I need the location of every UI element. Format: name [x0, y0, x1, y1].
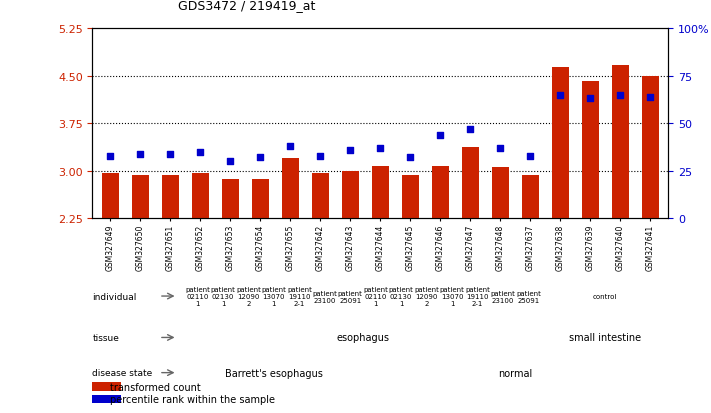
Point [255, 155, 266, 161]
Point [555, 92, 566, 99]
Text: disease state: disease state [92, 368, 153, 377]
Text: patient
02130
1: patient 02130 1 [210, 286, 235, 306]
Bar [252, 180, 269, 219]
Bar [192, 174, 208, 219]
Text: patient
13070
1: patient 13070 1 [262, 286, 287, 306]
Point [525, 153, 536, 159]
Bar [372, 166, 389, 219]
Text: patient
02130
1: patient 02130 1 [389, 286, 414, 306]
Bar [282, 159, 299, 219]
Text: patient
12090
2: patient 12090 2 [236, 286, 261, 306]
Point [614, 92, 626, 99]
Text: patient
19110
2-1: patient 19110 2-1 [287, 286, 312, 306]
Point [105, 153, 116, 159]
Text: individual: individual [92, 292, 137, 301]
Text: GDS3472 / 219419_at: GDS3472 / 219419_at [178, 0, 315, 12]
Text: patient
13070
1: patient 13070 1 [439, 286, 464, 306]
Text: patient
02110
1: patient 02110 1 [363, 286, 388, 306]
Bar [462, 148, 479, 219]
Point [584, 96, 596, 102]
Text: percentile rank within the sample: percentile rank within the sample [110, 394, 275, 404]
Bar [522, 176, 539, 219]
Text: small intestine: small intestine [569, 332, 641, 343]
Text: patient
02110
1: patient 02110 1 [185, 286, 210, 306]
Point [434, 132, 446, 139]
Bar [552, 68, 569, 219]
Text: control: control [592, 293, 617, 299]
Bar [102, 174, 119, 219]
Bar [92, 382, 121, 391]
Point [345, 147, 356, 154]
Bar [312, 173, 328, 219]
Point [195, 149, 206, 156]
Text: normal: normal [498, 368, 533, 378]
Point [315, 153, 326, 159]
Point [225, 159, 236, 165]
Text: patient
25091: patient 25091 [516, 290, 541, 303]
Point [134, 151, 146, 158]
Text: patient
19110
2-1: patient 19110 2-1 [465, 286, 490, 306]
Bar [222, 180, 239, 219]
Bar [432, 166, 449, 219]
Text: patient
25091: patient 25091 [338, 290, 363, 303]
Point [165, 151, 176, 158]
Point [645, 94, 656, 101]
Point [495, 145, 506, 152]
Bar [402, 176, 419, 219]
Text: patient
23100: patient 23100 [312, 290, 337, 303]
Text: patient
23100: patient 23100 [491, 290, 515, 303]
Bar [612, 66, 629, 219]
Bar [162, 176, 178, 219]
Text: patient
12090
2: patient 12090 2 [415, 286, 439, 306]
Bar [132, 176, 149, 219]
Bar [582, 81, 599, 219]
Bar [492, 168, 508, 219]
Point [465, 126, 476, 133]
Bar [92, 395, 121, 404]
Point [284, 143, 296, 150]
Point [375, 145, 386, 152]
Text: transformed count: transformed count [110, 382, 201, 392]
Text: esophagus: esophagus [336, 332, 390, 343]
Bar [342, 171, 358, 219]
Bar [642, 76, 658, 219]
Text: Barrett's esophagus: Barrett's esophagus [225, 368, 323, 378]
Point [405, 155, 416, 161]
Text: tissue: tissue [92, 333, 119, 342]
